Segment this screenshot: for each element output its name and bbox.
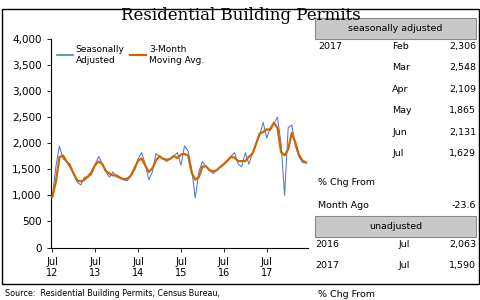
Bar <box>314 216 475 237</box>
Text: Month Ago: Month Ago <box>318 201 368 210</box>
Text: 2017: 2017 <box>314 261 338 270</box>
Text: unadjusted: unadjusted <box>368 222 421 231</box>
Text: Jul: Jul <box>398 261 409 270</box>
Text: 2017: 2017 <box>318 42 342 51</box>
Text: Apr: Apr <box>392 85 408 94</box>
Text: 2016: 2016 <box>314 240 338 249</box>
Text: Jun: Jun <box>392 128 406 136</box>
Text: 2,131: 2,131 <box>448 128 475 136</box>
Text: 2,548: 2,548 <box>448 63 475 72</box>
Text: May: May <box>392 106 411 115</box>
Text: 1,629: 1,629 <box>448 149 475 158</box>
Text: 1,590: 1,590 <box>448 261 475 270</box>
Text: seasonally adjusted: seasonally adjusted <box>348 24 442 33</box>
Text: % Chg From: % Chg From <box>318 178 374 187</box>
Text: Source:  Residential Building Permits, Census Bureau,: Source: Residential Building Permits, Ce… <box>5 290 219 298</box>
Text: 2,063: 2,063 <box>448 240 475 249</box>
Text: Mar: Mar <box>392 63 409 72</box>
Text: Feb: Feb <box>392 42 408 51</box>
Legend: Seasonally
Adjusted, 3-Month
Moving Avg.: Seasonally Adjusted, 3-Month Moving Avg. <box>55 44 205 67</box>
Text: 2,306: 2,306 <box>448 42 475 51</box>
Text: -23.6: -23.6 <box>451 201 475 210</box>
Text: Jul: Jul <box>392 149 403 158</box>
Bar <box>314 18 475 39</box>
Text: Residential Building Permits: Residential Building Permits <box>120 8 360 25</box>
Text: 1,865: 1,865 <box>448 106 475 115</box>
Text: 2,109: 2,109 <box>448 85 475 94</box>
Text: % Chg From: % Chg From <box>318 290 374 299</box>
Text: Jul: Jul <box>398 240 409 249</box>
